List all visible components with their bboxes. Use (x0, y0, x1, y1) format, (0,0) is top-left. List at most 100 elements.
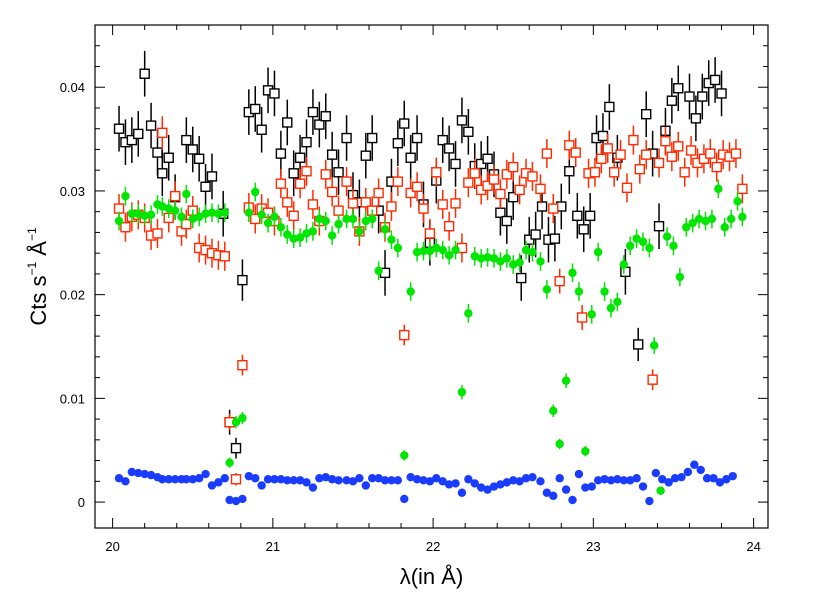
data-point (431, 167, 442, 178)
data-point (237, 274, 248, 286)
data-point (263, 475, 273, 484)
data-point (662, 232, 672, 241)
data-point (608, 167, 620, 178)
data-point (214, 209, 223, 218)
data-point (666, 151, 678, 162)
data-point (578, 224, 589, 235)
data-point (194, 474, 204, 483)
data-point (342, 214, 351, 224)
data-point (581, 447, 590, 456)
data-point (530, 229, 541, 240)
data-point (392, 176, 404, 187)
data-point (368, 474, 377, 483)
data-point (470, 479, 479, 488)
data-point (355, 227, 364, 236)
data-point (632, 474, 641, 483)
data-point (134, 468, 143, 478)
data-point (451, 479, 460, 488)
data-point (411, 132, 423, 144)
data-point (302, 478, 311, 487)
data-point (641, 108, 652, 120)
data-point (613, 297, 622, 307)
y-axis-title-exp2: −1 (25, 227, 39, 241)
y-axis-title-mid: Å (26, 241, 51, 262)
y-axis-title: Cts s−1 Å−1 (25, 227, 51, 326)
data-point (177, 212, 186, 222)
data-point (374, 266, 383, 275)
data-point (589, 167, 601, 178)
data-point (502, 478, 512, 487)
data-point (514, 184, 525, 196)
data-point (275, 178, 287, 189)
data-point (628, 134, 639, 146)
data-point (496, 257, 505, 266)
data-point (387, 476, 396, 485)
data-point (651, 468, 661, 478)
data-point (200, 181, 211, 192)
y-tick-label: 0.01 (60, 391, 85, 406)
x-tick-label: 20 (105, 539, 119, 554)
data-point (728, 471, 737, 481)
data-point (146, 210, 156, 219)
data-point (367, 132, 378, 144)
data-point (488, 174, 500, 185)
data-point (425, 477, 435, 486)
data-point (288, 168, 299, 179)
data-point (694, 214, 704, 224)
data-point (600, 287, 609, 296)
data-point (238, 413, 247, 423)
data-point (549, 491, 558, 501)
data-point (711, 161, 722, 173)
data-point (405, 152, 416, 163)
data-point (613, 475, 622, 484)
data-point (451, 245, 460, 255)
data-point (574, 287, 584, 296)
data-point (374, 474, 383, 483)
data-point (399, 329, 410, 341)
x-tick-label: 22 (426, 539, 440, 554)
data-point (320, 111, 331, 122)
data-point (121, 191, 130, 201)
data-point (438, 477, 447, 486)
data-point (276, 475, 286, 484)
data-point (282, 197, 293, 208)
data-point (321, 472, 330, 482)
data-point (450, 158, 461, 170)
data-point (516, 272, 527, 284)
data-point (320, 169, 331, 180)
data-point (730, 148, 742, 159)
data-point (696, 465, 705, 475)
data-point (697, 91, 708, 102)
data-point (315, 474, 324, 483)
data-point (201, 469, 210, 479)
data-point (437, 199, 448, 210)
data-point (405, 187, 416, 199)
data-point (593, 476, 603, 485)
data-point (225, 458, 234, 467)
data-point (120, 222, 131, 233)
data-point (315, 214, 324, 224)
data-point (139, 68, 150, 79)
data-point (521, 474, 531, 483)
data-point (393, 476, 403, 485)
data-point (444, 480, 454, 489)
data-point (399, 118, 410, 129)
data-point (737, 183, 748, 195)
data-point (114, 474, 124, 483)
data-point (641, 149, 652, 160)
data-point (508, 191, 519, 203)
data-point (244, 208, 254, 217)
data-point (114, 216, 124, 226)
plot-frame (94, 24, 769, 529)
data-point (600, 475, 609, 484)
data-point (444, 251, 454, 260)
data-point (456, 115, 468, 126)
data-point (673, 141, 684, 152)
data-point (714, 184, 723, 194)
data-point (140, 469, 149, 479)
data-point (621, 182, 633, 194)
data-point (495, 188, 506, 200)
data-point (301, 166, 312, 177)
data-point (508, 161, 519, 173)
